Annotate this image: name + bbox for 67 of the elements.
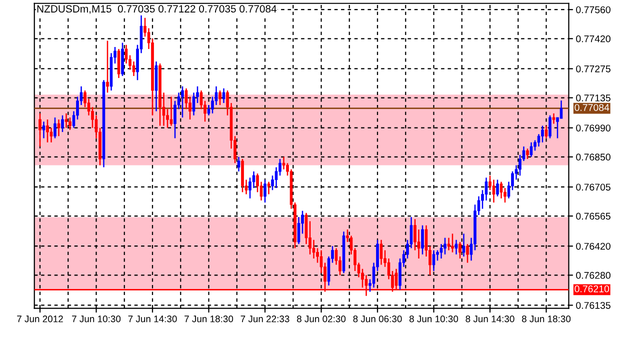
candlestick	[541, 125, 544, 143]
candlestick	[297, 216, 300, 245]
y-tick-label: 0.77135	[576, 94, 610, 102]
candlestick	[417, 228, 420, 260]
ref-line-label: 0.77084	[574, 104, 610, 111]
x-tick-label: 7 Jun 18:30	[184, 316, 234, 322]
candlestick	[451, 233, 454, 253]
candlestick	[46, 118, 49, 143]
y-tick-label: 0.76565	[576, 212, 610, 220]
x-tick-label: 8 Jun 18:30	[522, 316, 571, 322]
candlestick	[50, 127, 53, 143]
x-tick-label: 7 Jun 14:30	[128, 316, 177, 322]
candlestick	[454, 239, 458, 256]
candlestick	[64, 112, 68, 128]
ref-line-label: 0.76210	[574, 285, 610, 292]
x-tick-label: 7 Jun 10:30	[72, 316, 121, 322]
candlestick	[421, 224, 424, 256]
candlestick	[484, 177, 488, 202]
candlestick	[200, 90, 203, 110]
x-tick-label: 8 Jun 10:30	[409, 316, 458, 322]
candlestick	[218, 90, 222, 106]
candlestick	[264, 179, 266, 204]
y-tick-label: 0.76990	[576, 124, 610, 132]
candlestick	[124, 44, 128, 64]
candlestick	[447, 237, 450, 251]
candlestick	[274, 166, 278, 189]
candlestick	[530, 142, 533, 158]
candlestick	[380, 239, 383, 266]
candlestick	[61, 114, 64, 133]
y-tick-label: 0.77275	[576, 65, 610, 72]
y-tick-label: 0.76135	[576, 302, 610, 309]
candlestick	[526, 148, 529, 160]
candlestick	[444, 237, 446, 256]
candlestick	[252, 170, 256, 189]
candlestick	[466, 243, 469, 264]
candlestick	[42, 121, 46, 139]
x-tick-label: 8 Jun 06:30	[353, 316, 402, 322]
y-tick-label: 0.76280	[576, 272, 610, 279]
candlestick	[54, 116, 56, 139]
candlestick	[548, 114, 552, 139]
y-tick-label: 0.77560	[576, 6, 610, 14]
candlestick	[184, 88, 188, 110]
y-tick-label: 0.76850	[576, 154, 610, 161]
candlestick	[552, 112, 556, 124]
candlestick	[492, 179, 496, 204]
y-tick-label: 0.76420	[576, 242, 610, 250]
y-tick-label: 0.76705	[576, 184, 610, 191]
candlestick	[560, 100, 563, 120]
candlestick	[500, 181, 503, 200]
candlestick	[38, 112, 42, 148]
candlestick	[458, 241, 462, 260]
candlestick	[267, 181, 270, 195]
candlestick	[106, 40, 109, 94]
candlestick	[544, 125, 548, 139]
candlestick	[68, 116, 72, 131]
candlestick	[304, 212, 308, 245]
x-tick-label: 7 Jun 22:33	[240, 316, 290, 322]
candlestick	[237, 156, 240, 172]
x-tick-label: 8 Jun 14:30	[466, 316, 514, 322]
candlestick	[170, 96, 173, 126]
x-tick-label: 7 Jun 2012	[17, 316, 63, 322]
x-tick-label: 8 Jun 02:30	[296, 316, 346, 322]
candlestick	[496, 179, 499, 197]
candlestick	[432, 250, 436, 272]
y-tick-label: 0.77420	[576, 35, 610, 42]
candlestick	[181, 86, 184, 118]
chart-title: NZDUSDm,M15 0.77035 0.77122 0.77035 0.77084	[37, 5, 277, 14]
